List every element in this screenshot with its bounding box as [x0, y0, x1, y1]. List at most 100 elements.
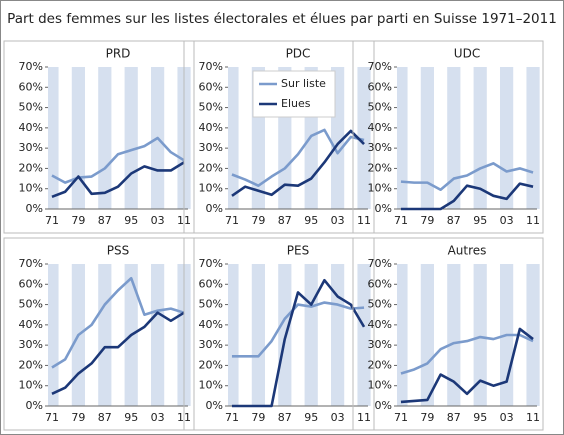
y-tick-label: 40%	[199, 318, 223, 331]
y-tick-label: 40%	[368, 121, 392, 134]
series-line	[231, 128, 365, 187]
x-tick-label: 71	[394, 411, 408, 424]
x-tick-label: 87	[278, 411, 292, 424]
x-tick-label: 03	[151, 411, 165, 424]
x-tick-label: 03	[331, 214, 345, 227]
panel-frame	[183, 237, 375, 431]
x-tick-label: 79	[251, 411, 265, 424]
y-tick-label: 70%	[19, 257, 43, 270]
band	[357, 67, 371, 209]
y-tick-label: 0%	[26, 202, 43, 215]
series-line	[51, 161, 185, 199]
y-tick-label: 20%	[368, 161, 392, 174]
panel-frame	[352, 40, 544, 234]
legend-label: Sur liste	[281, 77, 326, 90]
band	[397, 67, 408, 209]
y-tick-label: 30%	[199, 141, 223, 154]
y-tick-label: 30%	[19, 338, 43, 351]
band	[526, 264, 540, 406]
y-tick-label: 70%	[368, 60, 392, 73]
band	[48, 264, 59, 406]
y-tick-label: 50%	[19, 101, 43, 114]
y-tick-label: 0%	[206, 202, 223, 215]
x-tick-label: 95	[124, 411, 138, 424]
band	[71, 67, 85, 209]
band	[331, 264, 345, 406]
band	[473, 67, 487, 209]
band	[447, 67, 461, 209]
y-tick-label: 30%	[19, 141, 43, 154]
y-tick-label: 20%	[19, 358, 43, 371]
y-tick-label: 0%	[26, 399, 43, 412]
x-tick-label: 87	[447, 214, 461, 227]
y-tick-label: 60%	[368, 80, 392, 93]
x-tick-label: 11	[357, 411, 371, 424]
panel-title: UDC	[454, 47, 480, 61]
y-tick-label: 30%	[368, 338, 392, 351]
panel-title: Autres	[448, 244, 487, 258]
band	[397, 264, 408, 406]
panel-frame	[3, 237, 195, 431]
x-tick-label: 03	[151, 214, 165, 227]
y-tick-label: 10%	[19, 379, 43, 392]
band	[151, 264, 165, 406]
panel-frame	[183, 40, 375, 234]
y-tick-label: 30%	[368, 141, 392, 154]
x-tick-label: 71	[394, 214, 408, 227]
panel-frame	[352, 237, 544, 431]
figure-title: Part des femmes sur les listes électoral…	[7, 11, 557, 27]
y-tick-label: 60%	[19, 277, 43, 290]
x-tick-label: 71	[45, 214, 59, 227]
y-tick-label: 60%	[19, 80, 43, 93]
band	[526, 67, 540, 209]
series-line	[51, 311, 185, 396]
y-tick-label: 10%	[199, 182, 223, 195]
legend-label: Elues	[281, 97, 311, 110]
panel-title: PES	[287, 244, 309, 258]
y-tick-label: 60%	[199, 80, 223, 93]
y-tick-label: 70%	[199, 257, 223, 270]
band	[228, 264, 239, 406]
series-line	[400, 333, 534, 375]
x-tick-label: 95	[304, 411, 318, 424]
band	[124, 67, 138, 209]
y-tick-label: 0%	[375, 202, 392, 215]
x-tick-label: 79	[420, 411, 434, 424]
series-line	[400, 182, 534, 211]
y-tick-label: 50%	[19, 298, 43, 311]
x-tick-label: 95	[473, 411, 487, 424]
band	[473, 264, 487, 406]
x-tick-label: 71	[45, 411, 59, 424]
y-tick-label: 50%	[199, 298, 223, 311]
band	[447, 264, 461, 406]
band	[357, 264, 371, 406]
x-tick-label: 11	[526, 411, 540, 424]
legend-box	[252, 70, 336, 118]
y-tick-label: 40%	[368, 318, 392, 331]
band	[500, 67, 514, 209]
band	[98, 67, 112, 209]
y-tick-label: 40%	[199, 121, 223, 134]
x-tick-label: 79	[251, 214, 265, 227]
panel-title: PSS	[107, 244, 129, 258]
panel-title: PDC	[286, 47, 311, 61]
y-tick-label: 0%	[206, 399, 223, 412]
series-line	[400, 162, 534, 192]
y-tick-label: 50%	[368, 298, 392, 311]
y-tick-label: 50%	[199, 101, 223, 114]
x-tick-label: 79	[71, 214, 85, 227]
y-tick-label: 20%	[199, 358, 223, 371]
y-tick-label: 60%	[199, 277, 223, 290]
y-tick-label: 50%	[368, 101, 392, 114]
y-tick-label: 20%	[368, 358, 392, 371]
band	[251, 264, 265, 406]
y-tick-label: 70%	[368, 257, 392, 270]
band	[48, 67, 59, 209]
series-line	[51, 136, 185, 184]
x-tick-label: 95	[473, 214, 487, 227]
y-tick-label: 10%	[368, 182, 392, 195]
series-line	[231, 278, 366, 408]
x-tick-label: 87	[98, 214, 112, 227]
band	[304, 264, 318, 406]
